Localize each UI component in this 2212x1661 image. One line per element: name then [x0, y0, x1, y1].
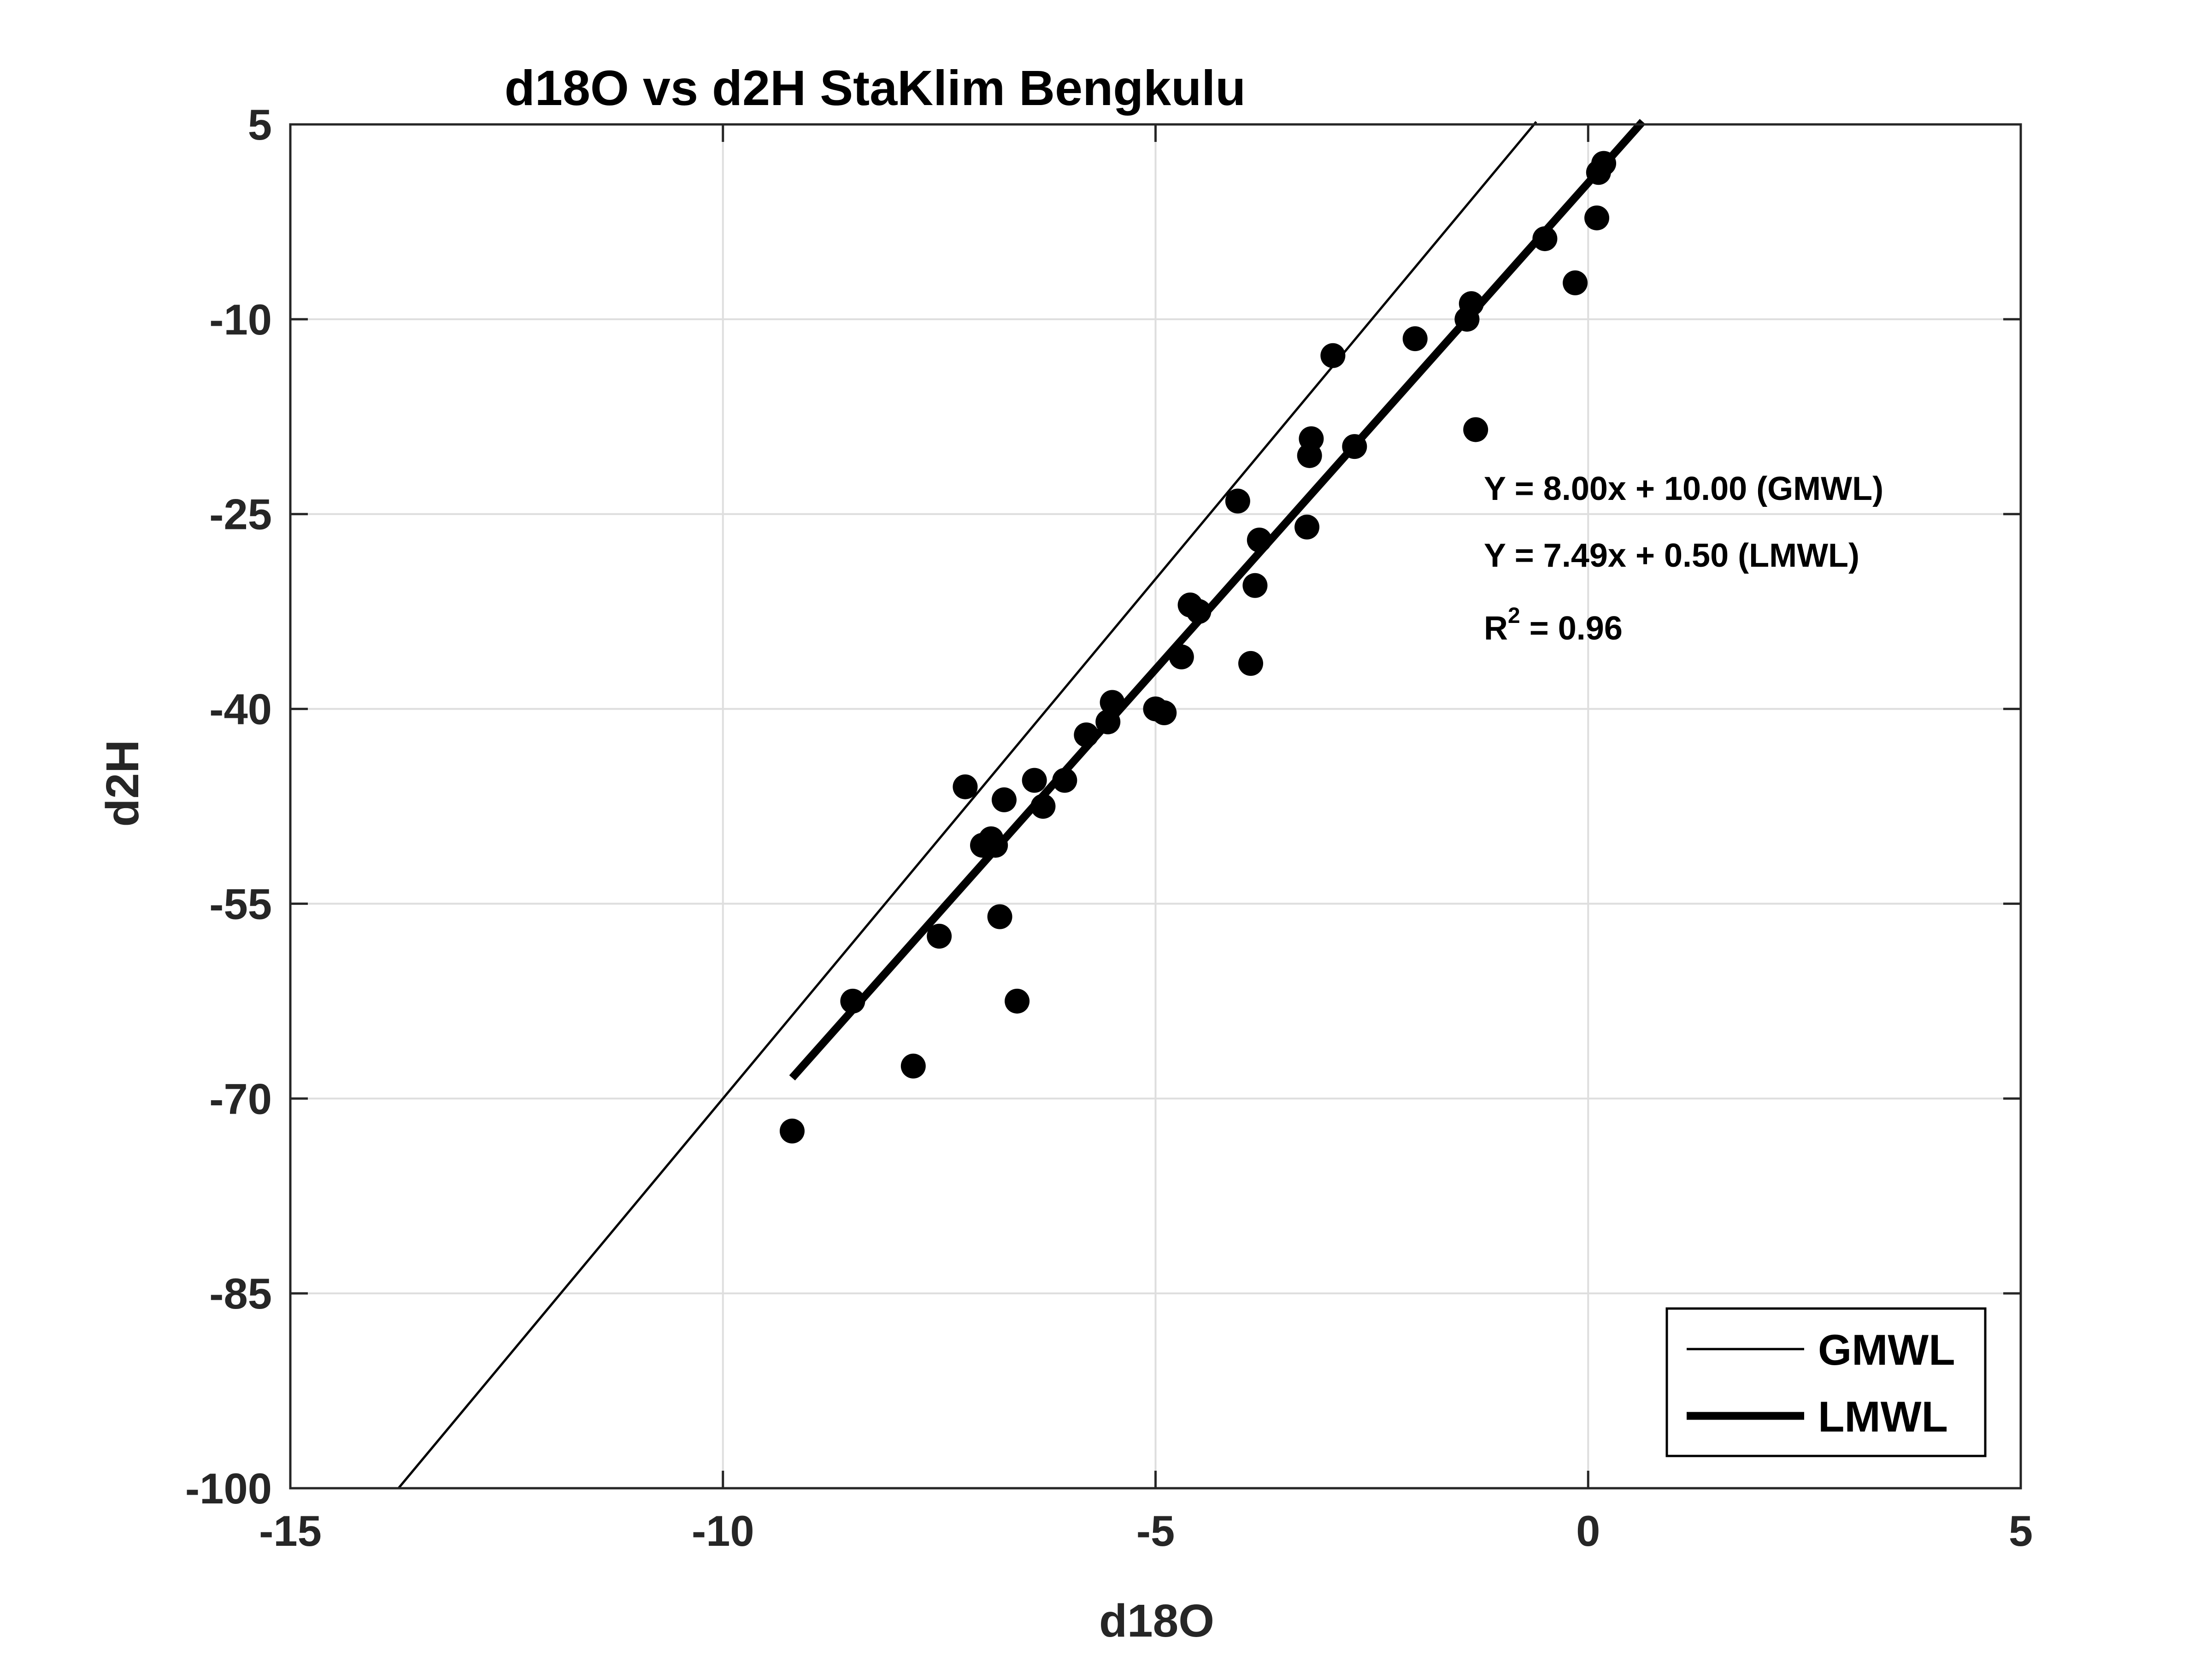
- data-point: [1074, 722, 1099, 747]
- data-point: [1563, 270, 1588, 295]
- r-squared-superscript: 2: [1508, 604, 1520, 628]
- x-tick-label: -5: [1136, 1507, 1175, 1555]
- y-tick-label: -10: [209, 295, 272, 344]
- data-point: [779, 1118, 805, 1144]
- x-tick-label: -15: [259, 1507, 322, 1555]
- y-tick-label: -40: [209, 685, 272, 734]
- y-tick-label: -55: [209, 880, 272, 928]
- y-tick-label: -100: [185, 1464, 272, 1513]
- data-point: [1591, 151, 1617, 176]
- data-point: [1247, 528, 1272, 553]
- data-point: [1152, 700, 1177, 726]
- data-point: [1022, 768, 1047, 793]
- data-point: [991, 787, 1017, 812]
- data-point: [1463, 417, 1488, 442]
- legend-box: [1665, 1307, 1987, 1457]
- legend: GMWL LMWL: [1665, 1307, 1987, 1457]
- chart-title: d18O vs d2H StaKlim Bengkulu: [505, 60, 1246, 116]
- data-point: [1225, 488, 1250, 514]
- y-tick-label: -70: [209, 1074, 272, 1123]
- x-tick-label: -10: [692, 1507, 754, 1555]
- y-tick-label: -25: [209, 490, 272, 539]
- data-point: [1297, 443, 1322, 468]
- r-squared-value: = 0.96: [1520, 610, 1623, 647]
- y-axis-label: d2H: [97, 740, 148, 827]
- gmwl-equation: Y = 8.00x + 10.00 (GMWL): [1484, 470, 1883, 507]
- data-point: [1095, 709, 1121, 734]
- data-point: [1320, 343, 1346, 368]
- lmwl-line: [789, 119, 1646, 1081]
- data-point: [1402, 326, 1428, 352]
- data-point: [927, 923, 952, 949]
- series: [397, 119, 1646, 1489]
- data-point: [900, 1053, 926, 1079]
- x-tick-label: 0: [1576, 1507, 1600, 1555]
- data-point: [1186, 599, 1212, 624]
- data-point: [1342, 434, 1367, 459]
- data-point: [953, 774, 978, 799]
- data-point: [1532, 226, 1558, 252]
- x-axis-label: d18O: [1099, 1595, 1214, 1647]
- data-point: [1169, 644, 1194, 669]
- data-point: [1242, 573, 1268, 598]
- y-tick-label: 5: [248, 100, 272, 149]
- data-point: [987, 904, 1012, 929]
- legend-lmwl-label: LMWL: [1818, 1392, 1948, 1441]
- r-squared-prefix: R: [1484, 610, 1508, 647]
- data-point: [1459, 291, 1484, 317]
- data-point: [1005, 988, 1030, 1014]
- data-point: [983, 833, 1008, 858]
- lmwl-equation: Y = 7.49x + 0.50 (LMWL): [1484, 537, 1859, 574]
- data-point: [1030, 794, 1056, 819]
- ticks: -15 -10 -5 0 5 -100 -85 -70 -55 -40 -25 -10 5: [185, 100, 2033, 1555]
- grid: [290, 124, 2021, 1488]
- legend-gmwl-label: GMWL: [1818, 1326, 1955, 1374]
- gmwl-line: [397, 121, 1537, 1489]
- data-point: [1100, 690, 1125, 715]
- y-tick-label: -85: [209, 1269, 272, 1318]
- data-point: [1294, 514, 1320, 540]
- data-point: [1584, 205, 1610, 230]
- r-squared: R2 = 0.96: [1484, 604, 1623, 647]
- data-point: [1238, 651, 1264, 676]
- data-point: [1052, 768, 1077, 793]
- x-tick-label: 5: [2009, 1507, 2033, 1555]
- data-point: [840, 988, 865, 1014]
